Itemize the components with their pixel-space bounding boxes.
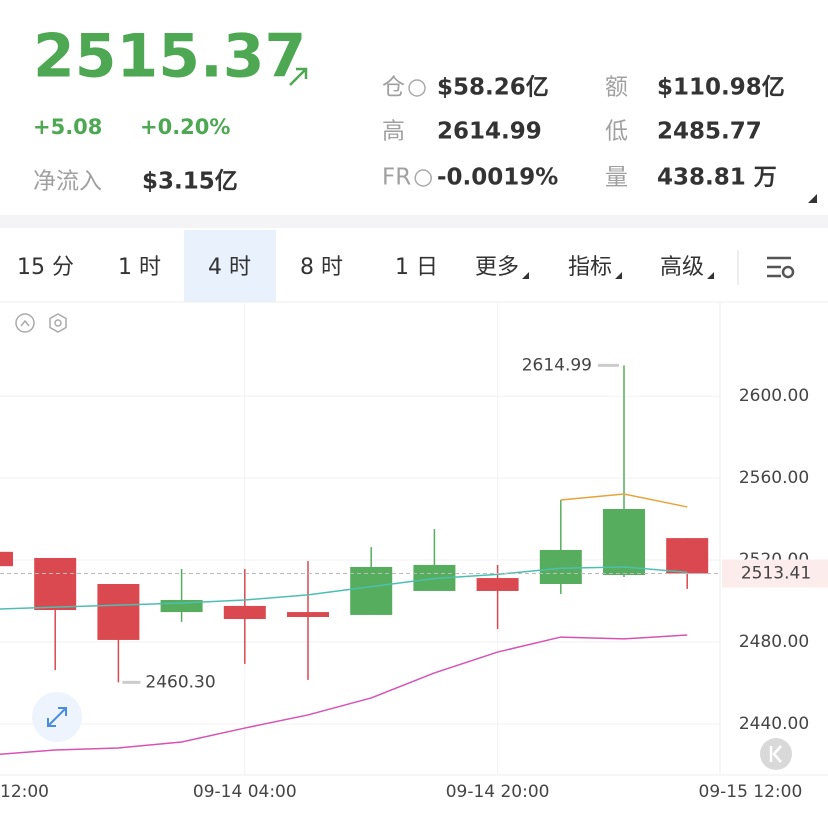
expand-corner[interactable]: [808, 194, 817, 203]
indicator-line: [0, 634, 688, 756]
stat-value: $110.98亿: [657, 75, 785, 101]
stat-label: 高: [382, 119, 405, 145]
tabs: 15 分 1 时 4 时 8 时 1 日 更多 指标 高级: [17, 255, 715, 280]
stat-value: 2485.77: [657, 119, 762, 145]
active-tab-bg: [184, 230, 276, 302]
separator: [0, 215, 828, 228]
candle-body: [476, 578, 519, 591]
tab[interactable]: 4 时: [208, 255, 251, 280]
fullscreen-button[interactable]: [32, 692, 82, 742]
x-tick-label: 12:00: [0, 782, 49, 802]
tab[interactable]: 1 日: [395, 255, 438, 280]
candle-body: [539, 549, 582, 584]
tab[interactable]: 指标: [568, 255, 612, 280]
tab[interactable]: 8 时: [300, 255, 343, 280]
tab[interactable]: 高级: [660, 255, 704, 280]
dropdown-caret: [522, 272, 530, 279]
candle-body: [603, 508, 645, 575]
stat-label: FR: [382, 165, 411, 191]
tab[interactable]: 1 时: [118, 255, 161, 280]
indicator-line: [0, 566, 688, 610]
chart: 2440.002480.002520.002560.002600.0012:00…: [0, 302, 828, 802]
candle-body: [223, 605, 266, 620]
stat-value: -0.0019%: [437, 165, 558, 191]
stat-label: 量: [605, 165, 628, 191]
tab[interactable]: 更多: [475, 255, 519, 280]
x-tick-label: 09-15 12:00: [699, 782, 803, 802]
header-bg: [0, 0, 828, 215]
stat-value: 438.81 万: [657, 165, 777, 191]
candle-body: [97, 583, 140, 640]
inflow-label: 净流入: [33, 169, 102, 195]
price: 2515.37: [33, 22, 306, 92]
last-price-box: [722, 559, 828, 588]
candle-body: [0, 551, 13, 567]
tab[interactable]: 15 分: [17, 255, 74, 280]
stat-label: 低: [605, 119, 628, 145]
candle-body: [666, 538, 709, 574]
help-icon: [408, 79, 426, 97]
dropdown-caret: [707, 272, 715, 279]
x-tick-label: 09-14 04:00: [193, 782, 297, 802]
help-icon: [414, 169, 432, 187]
stat-label: 仓: [382, 75, 405, 101]
candle-body: [287, 612, 329, 617]
stat-value: $58.26亿: [437, 75, 549, 101]
candle-body: [350, 566, 393, 615]
stat-label: 额: [605, 75, 628, 101]
last-price-label: 2513.41: [741, 564, 811, 584]
up-arrow: [289, 67, 308, 86]
y-tick-label: 2560.00: [739, 468, 809, 488]
annotation-label: 2614.99: [522, 355, 592, 375]
inflow-value: $3.15亿: [142, 169, 238, 195]
change: +5.08: [33, 115, 102, 139]
y-tick-label: 2600.00: [739, 386, 809, 406]
stat-value: 2614.99: [437, 119, 542, 145]
y-tick-label: 2440.00: [739, 714, 809, 734]
back-button[interactable]: [760, 738, 792, 770]
indicator-line: [560, 493, 688, 508]
change-pct: +0.20%: [140, 115, 230, 139]
settings-icon[interactable]: [767, 256, 795, 279]
y-tick-label: 2480.00: [739, 632, 809, 652]
annotation-label: 2460.30: [145, 672, 215, 692]
dropdown-caret: [615, 272, 623, 279]
candle-body: [34, 557, 77, 611]
x-tick-label: 09-14 20:00: [446, 782, 550, 802]
chart-tools[interactable]: [15, 313, 67, 333]
